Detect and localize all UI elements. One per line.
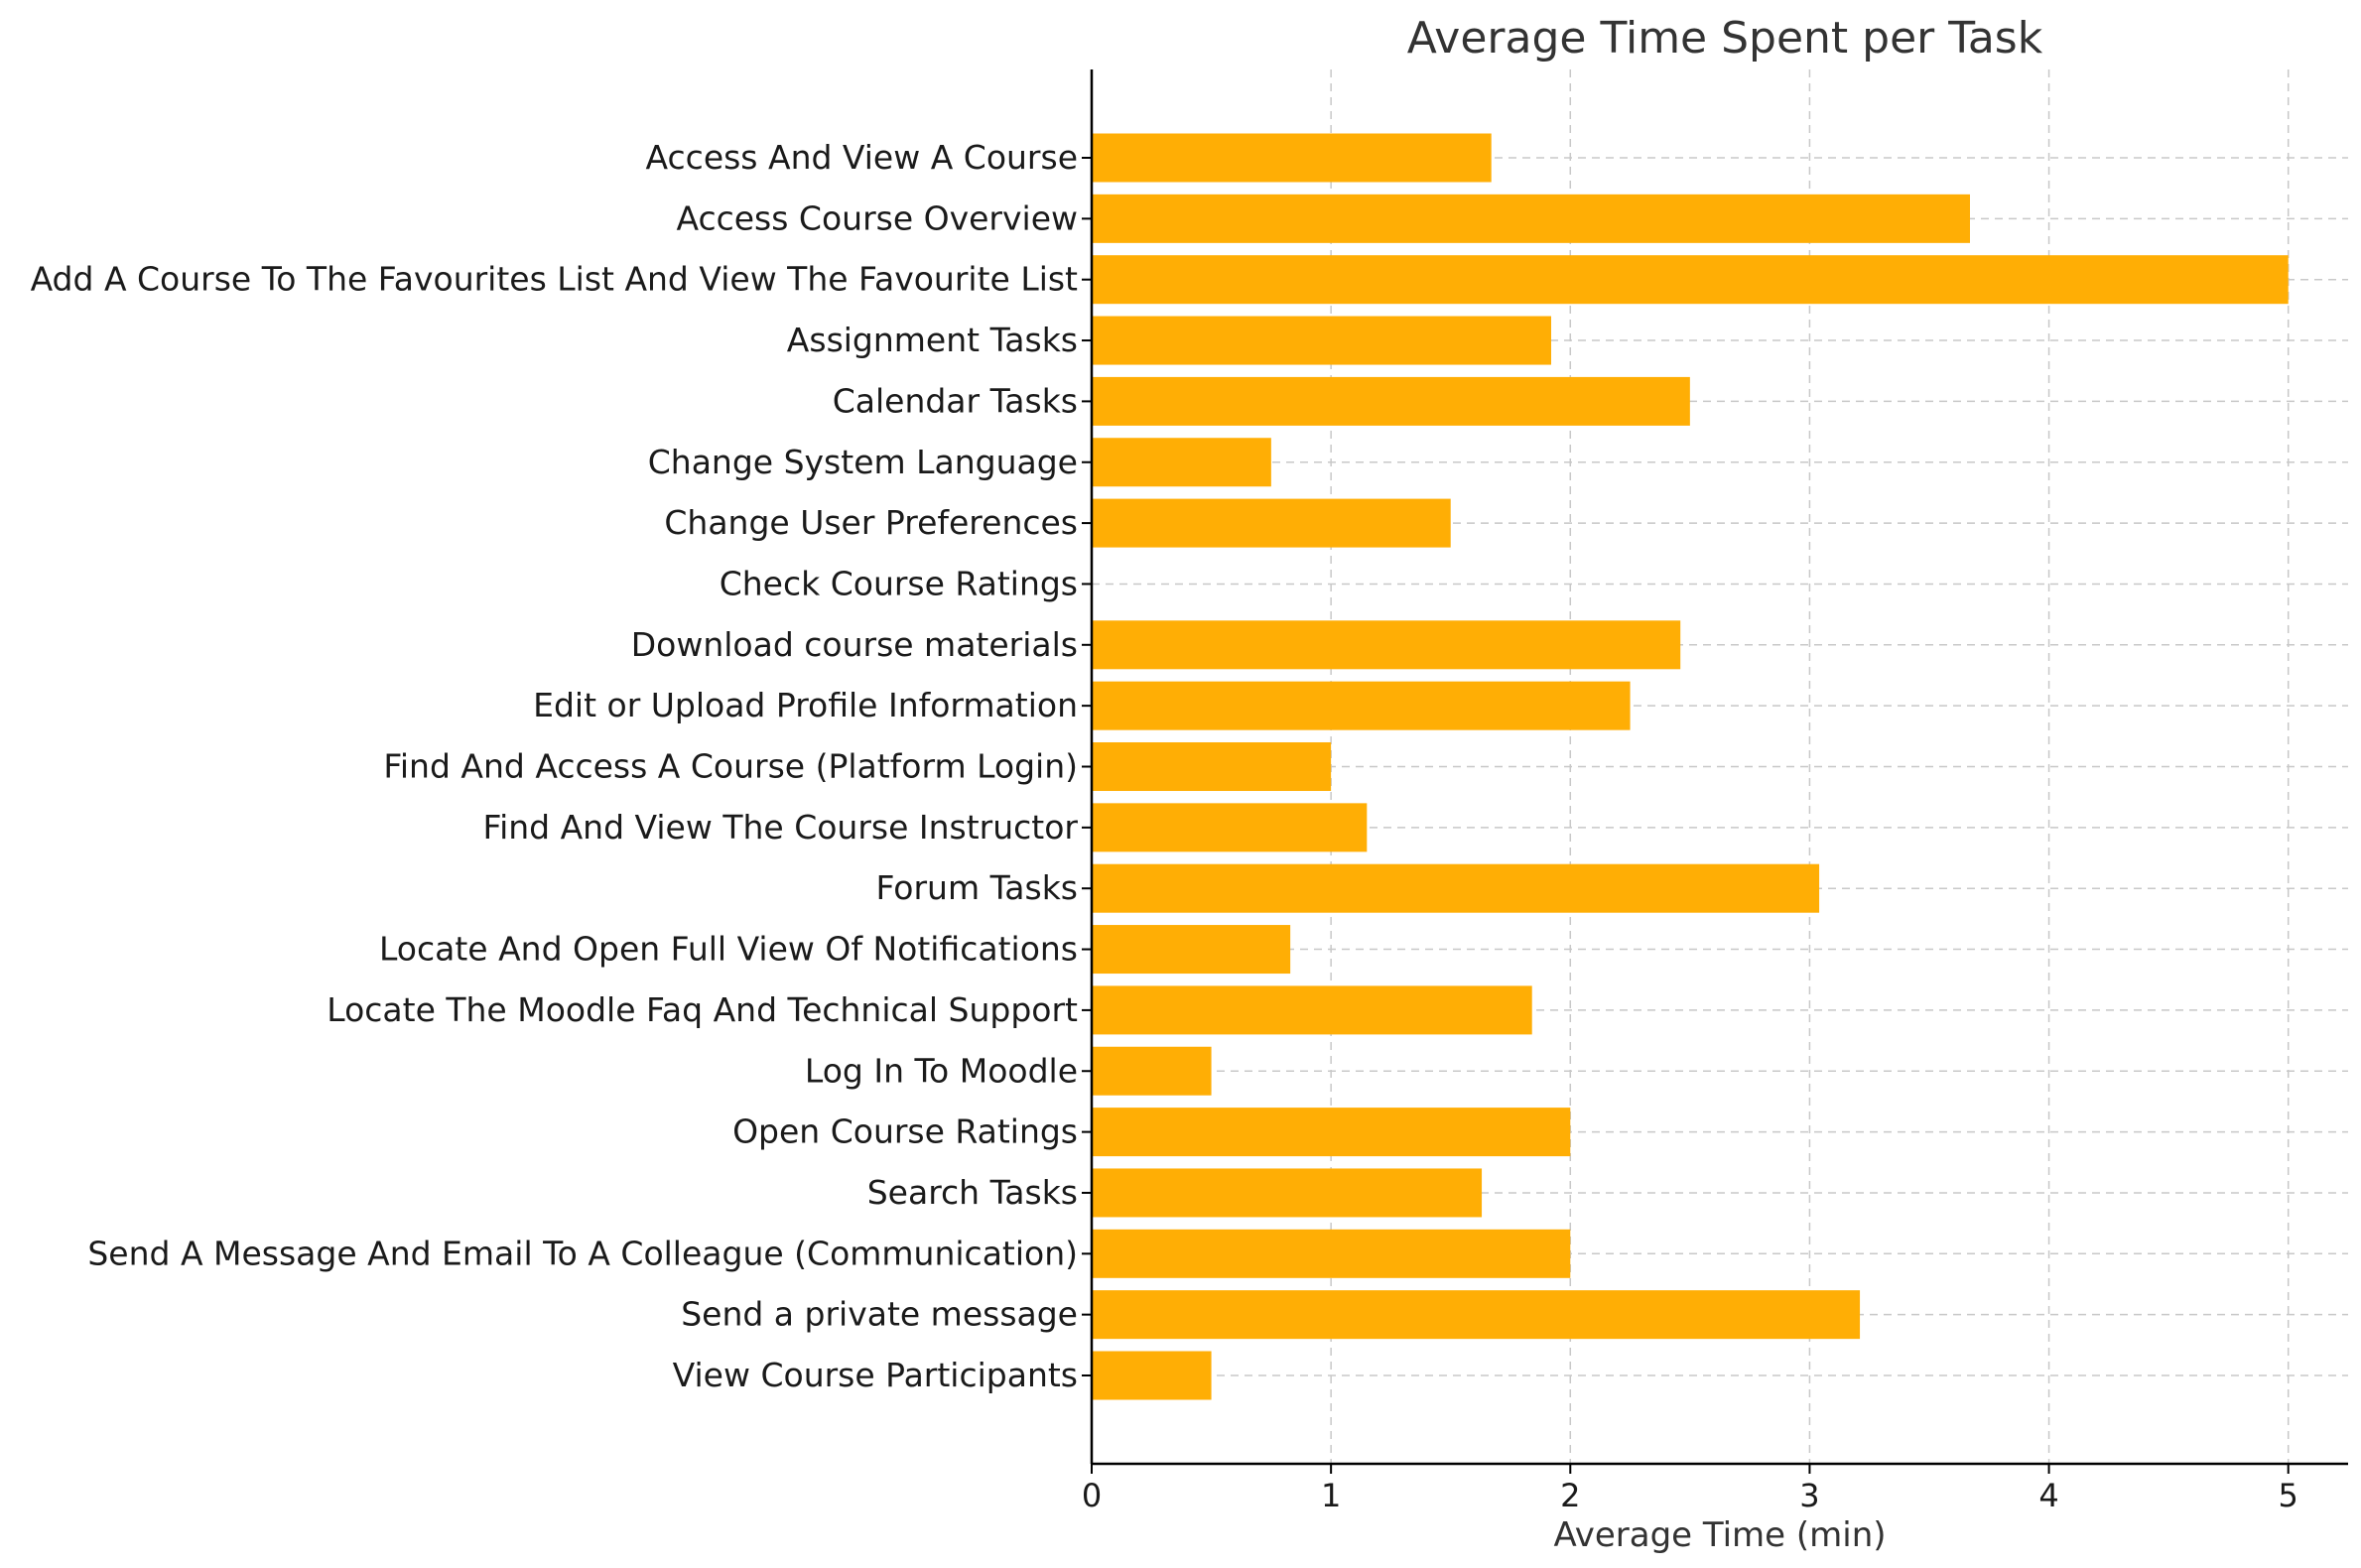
category-label: Assignment Tasks: [787, 321, 1078, 359]
x-axis-label: Average Time (min): [1553, 1515, 1886, 1555]
category-label: Edit or Upload Profile Information: [533, 686, 1078, 724]
category-label: Locate The Moodle Faq And Technical Supp…: [327, 990, 1078, 1029]
bar: [1092, 985, 1532, 1035]
bar: [1092, 1046, 1212, 1096]
x-axis-ticks: 0 1 2 3 4 5: [1082, 1464, 2298, 1514]
category-label: Search Tasks: [867, 1173, 1078, 1212]
bar: [1092, 742, 1332, 791]
category-label: View Course Participants: [673, 1356, 1078, 1394]
category-labels: Access And View A Course Access Course Ov…: [31, 138, 1092, 1394]
category-label: Change System Language: [648, 443, 1078, 481]
category-label: Send a private message: [681, 1295, 1078, 1334]
bar: [1092, 1108, 1571, 1157]
category-label: Send A Message And Email To A Colleague …: [87, 1234, 1078, 1272]
category-label: Forum Tasks: [875, 868, 1078, 907]
bar: [1092, 1351, 1212, 1400]
x-tick-label: 0: [1082, 1477, 1102, 1514]
bar: [1092, 255, 2289, 305]
bar: [1092, 376, 1690, 426]
bars: [1092, 133, 2289, 1400]
x-tick-label: 3: [1799, 1477, 1819, 1514]
bar: [1092, 863, 1820, 913]
category-label: Add A Course To The Favourites List And …: [31, 260, 1078, 299]
category-label: Log In To Moodle: [805, 1051, 1078, 1090]
bar: [1092, 681, 1631, 730]
x-tick-label: 1: [1321, 1477, 1341, 1514]
category-label: Calendar Tasks: [833, 381, 1078, 420]
bar: [1092, 803, 1368, 852]
category-label: Open Course Ratings: [732, 1112, 1078, 1151]
category-label: Find And Access A Course (Platform Login…: [383, 747, 1078, 786]
category-label: Check Course Ratings: [720, 564, 1078, 602]
category-label: Change User Preferences: [664, 503, 1078, 542]
category-label: Find And View The Course Instructor: [483, 808, 1079, 847]
bar: [1092, 1168, 1483, 1218]
x-tick-label: 4: [2038, 1477, 2058, 1514]
bar: [1092, 133, 1492, 183]
x-tick-label: 2: [1560, 1477, 1580, 1514]
category-label: Access Course Overview: [676, 198, 1078, 237]
category-label: Download course materials: [631, 625, 1078, 664]
bar: [1092, 925, 1291, 975]
bar: [1092, 316, 1551, 365]
x-tick-label: 5: [2279, 1477, 2298, 1514]
bar: [1092, 1229, 1571, 1278]
category-label: Access And View A Course: [646, 138, 1078, 177]
category-label: Locate And Open Full View Of Notificatio…: [379, 930, 1078, 969]
bar: [1092, 194, 1970, 243]
bar: [1092, 1290, 1861, 1340]
bar: [1092, 438, 1271, 487]
bar: [1092, 498, 1451, 548]
chart-title: Average Time Spent per Task: [1407, 13, 2043, 64]
bar: [1092, 620, 1681, 670]
